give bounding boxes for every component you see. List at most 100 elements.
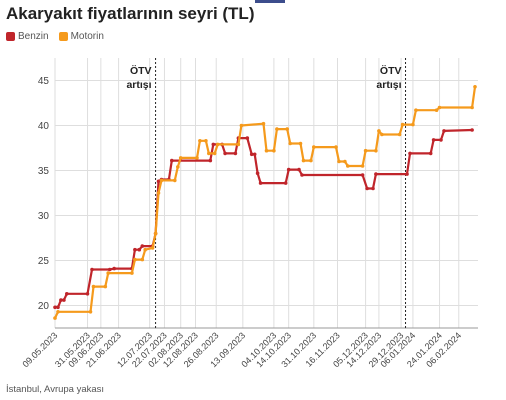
data-point-benzin (140, 244, 145, 248)
data-point-motorin (178, 156, 183, 160)
data-point-benzin (470, 128, 474, 132)
data-point-benzin (133, 247, 137, 252)
data-point-motorin (198, 139, 202, 143)
data-point-benzin (297, 167, 301, 172)
chart-title: Akaryakıt fiyatlarının seyri (TL) (6, 4, 255, 23)
data-point-benzin (442, 129, 446, 133)
data-point-motorin (437, 105, 442, 110)
data-point-motorin (156, 191, 161, 195)
data-point-motorin (275, 127, 279, 131)
legend-item-motorin: Motorin (58, 31, 104, 42)
data-point-motorin (159, 178, 164, 183)
data-point-motorin (212, 151, 217, 156)
data-point-motorin (411, 122, 415, 127)
data-point-motorin (103, 284, 108, 289)
otv-annotation-label: ÖTV (130, 64, 152, 77)
data-point-benzin (65, 292, 69, 296)
data-point-motorin (239, 123, 244, 128)
data-point-motorin (400, 122, 405, 127)
data-point-motorin (434, 108, 439, 112)
data-point-motorin (346, 164, 350, 168)
data-point-motorin (288, 141, 293, 146)
data-point-benzin (374, 172, 378, 176)
data-point-motorin (377, 129, 381, 133)
data-point-benzin (53, 305, 57, 310)
data-point-motorin (133, 257, 137, 262)
data-point-benzin (439, 138, 443, 142)
otv-annotation-label: ÖTV (380, 64, 402, 77)
data-point-benzin (286, 167, 291, 172)
data-point-benzin (112, 266, 116, 271)
legend-label-motorin: Motorin (70, 31, 104, 42)
data-point-motorin (150, 246, 155, 250)
data-point-motorin (56, 310, 60, 314)
top-bar (0, 0, 506, 5)
data-point-motorin (173, 178, 177, 183)
data-point-motorin (380, 132, 384, 137)
data-point-motorin (88, 310, 93, 314)
data-point-motorin (285, 127, 290, 131)
data-point-benzin (252, 152, 257, 157)
data-point-motorin (343, 159, 347, 164)
data-point-benzin (300, 173, 304, 177)
series-line-benzin (55, 128, 473, 309)
data-point-benzin (408, 151, 412, 156)
data-point-motorin (309, 158, 313, 163)
legend-item-benzin: Benzin (6, 31, 49, 42)
y-tick-label: 35 (38, 166, 50, 177)
y-tick-label: 40 (38, 121, 50, 132)
data-point-motorin (140, 257, 145, 262)
data-point-motorin (215, 142, 220, 147)
data-point-motorin (91, 284, 96, 289)
data-point-motorin (301, 158, 306, 163)
data-point-benzin (360, 173, 365, 177)
data-point-benzin (156, 179, 161, 184)
source-note: İstanbul, Avrupa yakası (6, 384, 105, 395)
data-point-motorin (298, 141, 303, 146)
data-point-motorin (153, 231, 158, 236)
data-point-motorin (176, 165, 180, 169)
data-point-benzin (56, 305, 60, 310)
data-point-motorin (337, 159, 341, 164)
otv-annotation-label: artışı (126, 79, 151, 91)
data-point-motorin (143, 247, 147, 252)
data-point-benzin (405, 172, 409, 176)
data-point-benzin (371, 186, 375, 191)
data-point-motorin (334, 145, 338, 149)
data-point-benzin (365, 186, 369, 191)
data-point-benzin (431, 138, 436, 142)
data-point-motorin (360, 164, 365, 168)
data-point-motorin (470, 105, 474, 110)
data-point-benzin (90, 267, 94, 272)
y-tick-label: 45 (38, 76, 50, 87)
data-point-benzin (249, 152, 254, 157)
data-point-benzin (137, 247, 142, 252)
data-point-motorin (236, 142, 241, 147)
data-point-motorin (312, 145, 316, 149)
y-tick-label: 25 (38, 256, 50, 267)
data-point-benzin (255, 171, 260, 175)
legend-swatch-motorin (58, 32, 68, 41)
legend-label-benzin: Benzin (18, 31, 49, 42)
data-point-benzin (62, 298, 66, 302)
legend: Benzin Motorin (6, 31, 104, 42)
data-point-benzin (211, 142, 216, 147)
data-point-motorin (272, 148, 276, 153)
top-accent (255, 0, 285, 3)
data-point-motorin (264, 148, 269, 153)
data-point-benzin (223, 151, 227, 156)
data-point-motorin (261, 121, 266, 126)
data-point-motorin (130, 271, 134, 275)
series-line-motorin (54, 86, 477, 319)
data-point-benzin (170, 158, 174, 163)
data-point-benzin (283, 181, 288, 185)
y-tick-label: 30 (38, 211, 50, 222)
data-point-motorin (473, 85, 477, 89)
otv-annotation-label: artışı (376, 79, 401, 91)
data-point-motorin (414, 108, 418, 112)
data-point-benzin (208, 158, 213, 163)
data-point-benzin (245, 136, 250, 140)
legend-swatch-benzin (6, 32, 15, 41)
data-point-motorin (374, 148, 378, 153)
